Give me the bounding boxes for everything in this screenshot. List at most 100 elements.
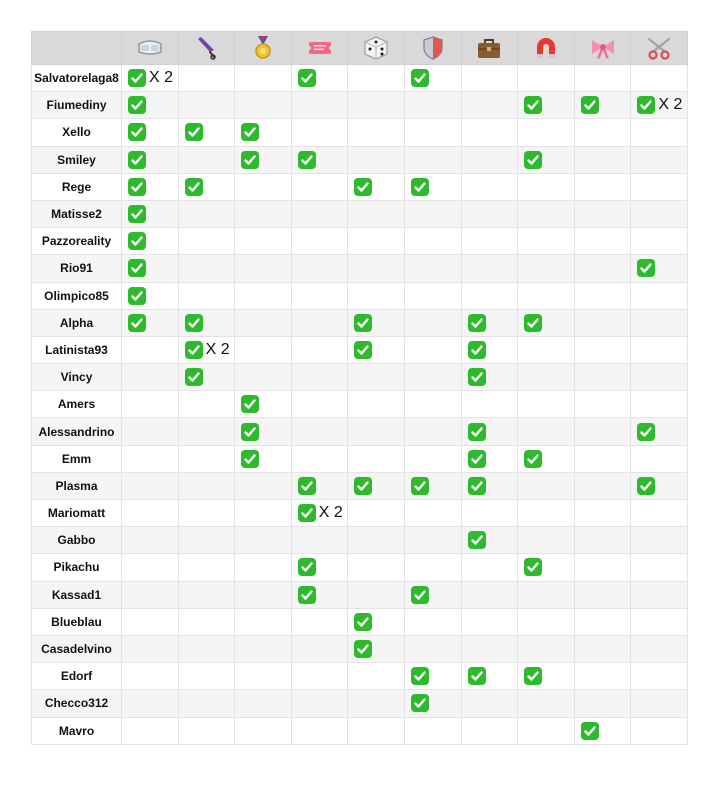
grid-cell — [517, 607, 575, 636]
grid-cell — [177, 580, 236, 609]
grid-cell — [573, 63, 632, 93]
check-mark-icon — [354, 177, 373, 196]
check-mark-icon — [241, 123, 260, 142]
grid-cell — [234, 363, 292, 392]
grid-cell — [177, 63, 236, 93]
grid-cell — [121, 444, 179, 473]
table-row: Amers — [31, 390, 688, 419]
grid-cell — [517, 689, 575, 718]
grid-cell — [347, 363, 405, 392]
grid-cell — [121, 634, 179, 664]
grid-cell — [460, 199, 519, 229]
grid-cell — [573, 662, 632, 691]
check-mark-icon — [128, 123, 146, 142]
table-row: Mavro — [31, 716, 688, 745]
grid-cell: X 2 — [177, 335, 236, 365]
grid-body: Salvatorelaga8 X 2 Fiumediny X 2 Xello Smiley… — [31, 63, 688, 745]
grid-cell — [121, 308, 179, 337]
grid-cell — [234, 417, 292, 446]
grid-cell — [460, 363, 519, 392]
grid-cell — [517, 553, 575, 582]
grid-cell — [460, 254, 519, 283]
grid-cell — [290, 308, 349, 337]
grid-cell — [460, 145, 519, 174]
grid-cell — [630, 172, 688, 201]
grid-cell — [460, 335, 519, 365]
table-row: Matisse2 — [31, 199, 688, 229]
check-mark-icon — [354, 313, 373, 332]
grid-cell — [177, 526, 236, 555]
grid-cell — [121, 471, 179, 501]
grid-cell — [403, 471, 462, 501]
grid-cell — [121, 172, 179, 201]
grid-cell — [573, 363, 632, 392]
grid-cell — [517, 471, 575, 501]
grid-cell — [517, 91, 575, 120]
grid-cell — [403, 363, 462, 392]
grid-cell — [234, 444, 292, 473]
grid-cell — [347, 498, 405, 528]
grid-cell — [121, 91, 179, 120]
grid-cell — [177, 662, 236, 691]
check-mark-icon — [467, 476, 486, 495]
grid-cell — [403, 199, 462, 229]
grid-cell — [573, 172, 632, 201]
grid-cell — [573, 471, 632, 501]
grid-cell — [403, 63, 462, 93]
grid-cell — [517, 662, 575, 691]
check-mark-icon — [241, 150, 260, 169]
grid-cell — [290, 662, 349, 691]
grid-cell — [177, 444, 236, 473]
table-row: Alpha — [31, 308, 688, 337]
grid-cell — [460, 91, 519, 120]
grid-cell — [630, 145, 688, 174]
header-corner — [31, 31, 122, 65]
grid-cell — [630, 118, 688, 147]
check-mark-icon — [410, 667, 429, 686]
grid-cell — [403, 580, 462, 609]
admission-ticket-icon — [306, 35, 334, 61]
grid-cell — [460, 308, 519, 337]
grid-cell — [573, 417, 632, 446]
grid-cell — [460, 444, 519, 473]
grid-cell — [403, 662, 462, 691]
column-header-sports-medal — [234, 31, 292, 65]
closed-umbrella-icon — [192, 35, 220, 61]
grid-cell — [290, 63, 349, 93]
check-mark-icon — [354, 476, 373, 495]
check-mark-icon — [241, 422, 260, 441]
briefcase-icon — [475, 35, 503, 61]
grid-cell — [121, 526, 179, 555]
check-mark-icon — [297, 69, 316, 88]
table-row: Alessandrino — [31, 417, 688, 446]
grid-cell — [347, 91, 405, 120]
grid-cell — [290, 281, 349, 310]
grid-cell — [403, 607, 462, 636]
grid-cell — [177, 308, 236, 337]
player-name: Plasma — [31, 471, 122, 501]
grid-cell — [573, 254, 632, 283]
multiplier-label: X 2 — [205, 340, 230, 358]
grid-cell — [573, 91, 632, 120]
grid-cell — [460, 390, 519, 419]
grid-cell — [630, 227, 688, 256]
grid-cell — [121, 118, 179, 147]
grid-cell — [573, 526, 632, 555]
check-mark-icon — [241, 395, 260, 414]
grid-cell — [403, 444, 462, 473]
table-row: Rio91 — [31, 254, 688, 283]
table-row: Edorf — [31, 662, 688, 691]
grid-cell — [517, 417, 575, 446]
grid-cell — [460, 716, 519, 745]
player-name: Casadelvino — [31, 634, 122, 664]
grid-cell — [630, 335, 688, 365]
check-mark-icon — [354, 340, 373, 359]
grid-cell — [517, 335, 575, 365]
grid-cell — [347, 444, 405, 473]
grid-cell — [460, 172, 519, 201]
player-name: Salvatorelaga8 — [31, 63, 122, 93]
grid-cell — [630, 254, 688, 283]
grid-cell — [234, 526, 292, 555]
player-name: Rio91 — [31, 254, 122, 283]
check-mark-icon — [467, 422, 486, 441]
